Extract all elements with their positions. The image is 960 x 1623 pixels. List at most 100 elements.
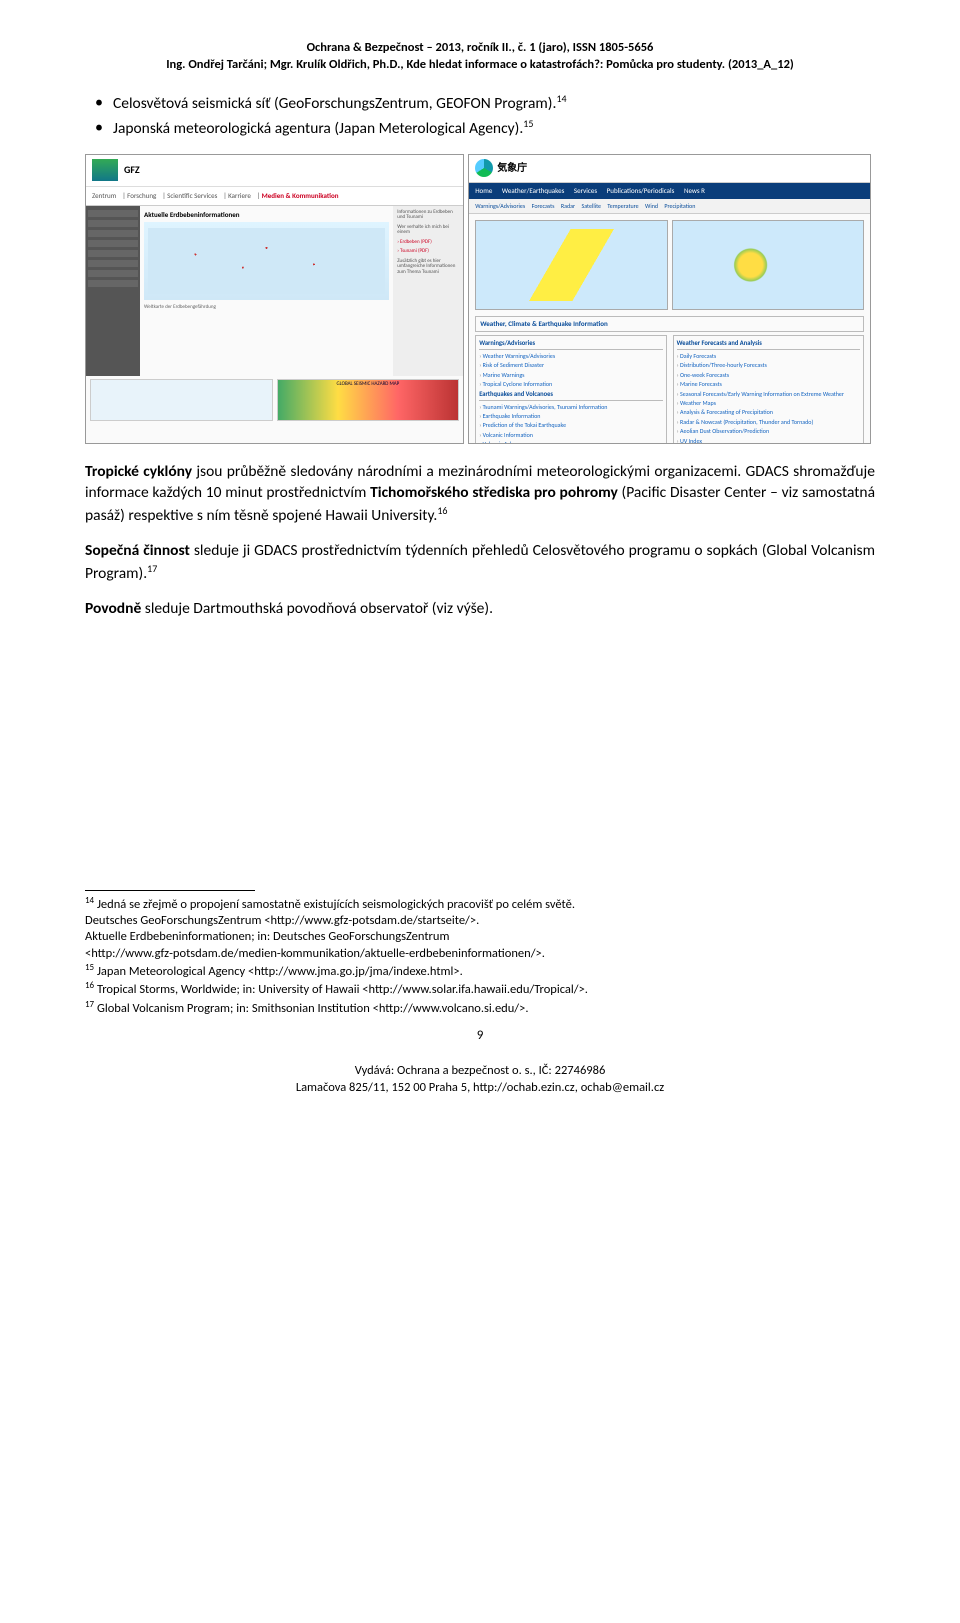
bullet-item-1: Celosvětová seismická síť (GeoForschungs…	[113, 92, 875, 115]
jma-nav-2: Services	[574, 186, 597, 195]
fn16-idx: 16	[85, 980, 94, 991]
jma-l: Analysis & Forecasting of Precipitation	[677, 408, 860, 416]
jma-sec1-hd: Warnings/Advisories	[479, 339, 662, 350]
jma-nav: Home Weather/Earthquakes Services Public…	[469, 183, 870, 199]
jma-logo-icon	[475, 159, 493, 177]
jma-nav-1: Weather/Earthquakes	[502, 186, 564, 195]
gfz-logo-icon	[92, 159, 118, 181]
footer-l1: Vydává: Ochrana a bezpečnost o. s., IČ: …	[85, 1063, 875, 1079]
gfz-nav-0: Zentrum	[92, 191, 116, 200]
fn17-t: Global Volcanism Program; in: Smithsonia…	[94, 1001, 528, 1016]
jma-tab-6: Precipitation	[664, 202, 695, 210]
jma-l: Tsunami Warnings/Advisories, Tsunami Inf…	[479, 403, 662, 411]
p2-bold: Sopečná činnost	[85, 541, 190, 560]
paragraph-volcanic: Sopečná činnost sleduje ji GDACS prostře…	[85, 541, 875, 585]
screenshot-jma: 気象庁 Home Weather/Earthquakes Services Pu…	[468, 154, 871, 444]
footnote-rule	[85, 890, 255, 891]
jma-l: Radar & Nowcast (Precipitation, Thunder …	[677, 418, 860, 426]
jma-tab-1: Forecasts	[532, 202, 555, 210]
jma-secR-hd: Weather Forecasts and Analysis	[677, 339, 860, 350]
jma-tab-5: Wind	[645, 202, 658, 210]
jma-l: Seasonal Forecasts/Early Warning Informa…	[677, 390, 860, 398]
jma-l: Daily Forecasts	[677, 352, 860, 360]
jma-nav-4: News R	[684, 186, 705, 195]
p3-bold: Povodně	[85, 599, 141, 618]
gfz-nav: Zentrum| Forschung| Scientific Services|…	[86, 187, 463, 206]
jma-climate-hd: Weather, Climate & Earthquake Informatio…	[475, 316, 864, 332]
gfz-section-title: Aktuelle Erdbebeninformationen	[144, 210, 389, 220]
fn14-l2: Deutsches GeoForschungsZentrum <http://w…	[85, 913, 479, 928]
fn16-t: Tropical Storms, Worldwide; in: Universi…	[94, 982, 588, 997]
page-header: Ochrana & Bezpečnost – 2013, ročník II.,…	[85, 40, 875, 74]
fn15-t: Japan Meteorological Agency <http://www.…	[94, 964, 463, 979]
fn15-idx: 15	[85, 962, 94, 973]
p3-t2: sleduje Dartmouthská povodňová observato…	[141, 599, 493, 618]
gfz-world-map	[144, 222, 389, 300]
gfz-bottom: GLOBAL SEISMIC HAZARD MAP	[86, 376, 463, 424]
p2-sup: 17	[147, 562, 157, 575]
jma-nav-0: Home	[475, 186, 492, 195]
page-number: 9	[85, 1027, 875, 1045]
jma-l: Risk of Sediment Disaster	[479, 361, 662, 369]
p2-t2: sleduje ji GDACS prostřednictvím týdenní…	[85, 541, 875, 583]
gfz-nav-2: Scientific Services	[167, 191, 217, 200]
p1-t3: Tichomořského střediska pro pohromy	[370, 483, 618, 502]
jma-nav-3: Publications/Periodicals	[607, 186, 675, 195]
jma-l: Distribution/Three-hourly Forecasts	[677, 361, 860, 369]
jma-l: Weather Warnings/Advisories	[479, 352, 662, 360]
bullet-item-2: Japonská meteorologická agentura (Japan …	[113, 117, 875, 140]
jma-l: Volcanic Information	[479, 431, 662, 439]
gfz-sidebar	[86, 206, 140, 376]
jma-col-right: Weather Forecasts and Analysis Daily For…	[673, 335, 864, 444]
header-line1: Ochrana & Bezpečnost – 2013, ročník II.,…	[85, 40, 875, 57]
paragraph-cyclones: Tropické cyklóny jsou průběžně sledovány…	[85, 462, 875, 527]
jma-tab-0: Warnings/Advisories	[475, 202, 525, 210]
jma-tab-2: Radar	[561, 202, 575, 210]
jma-map-warnings	[475, 220, 667, 310]
embedded-screenshots: GFZ Zentrum| Forschung| Scientific Servi…	[85, 154, 875, 444]
bullet-1-text: Celosvětová seismická síť (GeoForschungs…	[113, 94, 556, 113]
jma-l: Earthquake Information	[479, 412, 662, 420]
jma-map-forecast	[672, 220, 864, 310]
fn14-idx: 14	[85, 895, 94, 906]
jma-tab-3: Satellite	[581, 202, 601, 210]
gfz-weltkarte: Weltkarte der Erdbebengefährdung	[144, 304, 389, 311]
gfz-right-col: Informationen zu Erdbeben und Tsunami We…	[393, 206, 463, 376]
jma-brand: 気象庁	[497, 161, 527, 175]
gfz-nav-3: Karriere	[228, 191, 251, 200]
bullet-2-text: Japonská meteorologická agentura (Japan …	[113, 119, 523, 138]
fn14-l3: Aktuelle Erdbebeninformationen; in: Deut…	[85, 929, 449, 944]
footnote-14: 14 Jedná se zřejmě o propojení samostatn…	[85, 895, 875, 962]
jma-l: Marine Warnings	[479, 371, 662, 379]
gfz-hazard-map: GLOBAL SEISMIC HAZARD MAP	[277, 379, 460, 421]
bullet-1-sup: 14	[556, 92, 566, 105]
bullet-list: Celosvětová seismická síť (GeoForschungs…	[85, 92, 875, 140]
jma-tabs: Warnings/Advisories Forecasts Radar Sate…	[469, 199, 870, 214]
header-line2: Ing. Ondřej Tarčáni; Mgr. Krulík Oldřich…	[85, 57, 875, 74]
jma-col-left: Warnings/Advisories Weather Warnings/Adv…	[475, 335, 666, 444]
fn17-idx: 17	[85, 999, 94, 1010]
gfz-nav-1: Forschung	[127, 191, 156, 200]
jma-l: Prediction of the Tokai Earthquake	[479, 421, 662, 429]
fn14-l1: Jedná se zřejmě o propojení samostatně e…	[94, 897, 575, 912]
screenshot-gfz: GFZ Zentrum| Forschung| Scientific Servi…	[85, 154, 464, 444]
gfz-brand: GFZ	[124, 163, 140, 177]
jma-l: Tropical Cyclone Information	[479, 380, 662, 388]
footnote-17: 17 Global Volcanism Program; in: Smithso…	[85, 999, 875, 1017]
bullet-2-sup: 15	[523, 117, 533, 130]
jma-l: Marine Forecasts	[677, 380, 860, 388]
gfz-main: Aktuelle Erdbebeninformationen Weltkarte…	[140, 206, 393, 376]
jma-l: UV Index	[677, 437, 860, 444]
jma-l: Volcanic Ash	[479, 440, 662, 444]
jma-l: Aeolian Dust Observation/Prediction	[677, 427, 860, 435]
gfz-nav-4: Medien & Kommunikation	[262, 191, 339, 200]
p1-sup: 16	[437, 504, 447, 517]
p1-bold: Tropické cyklóny	[85, 462, 192, 481]
jma-sec2-hd: Earthquakes and Volcanoes	[479, 390, 662, 401]
footnote-15: 15 Japan Meteorological Agency <http://w…	[85, 962, 875, 980]
page-footer: Vydává: Ochrana a bezpečnost o. s., IČ: …	[85, 1063, 875, 1096]
jma-l: Weather Maps	[677, 399, 860, 407]
footer-l2: Lamačova 825/11, 152 00 Praha 5, http://…	[85, 1080, 875, 1096]
footnote-16: 16 Tropical Storms, Worldwide; in: Unive…	[85, 980, 875, 998]
fn14-l4: <http://www.gfz-potsdam.de/medien-kommun…	[85, 946, 545, 961]
